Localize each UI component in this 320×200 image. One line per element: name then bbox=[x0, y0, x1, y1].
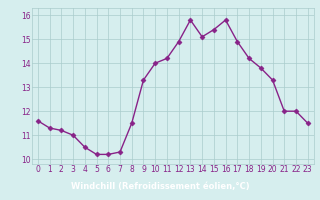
Text: Windchill (Refroidissement éolien,°C): Windchill (Refroidissement éolien,°C) bbox=[71, 182, 249, 192]
